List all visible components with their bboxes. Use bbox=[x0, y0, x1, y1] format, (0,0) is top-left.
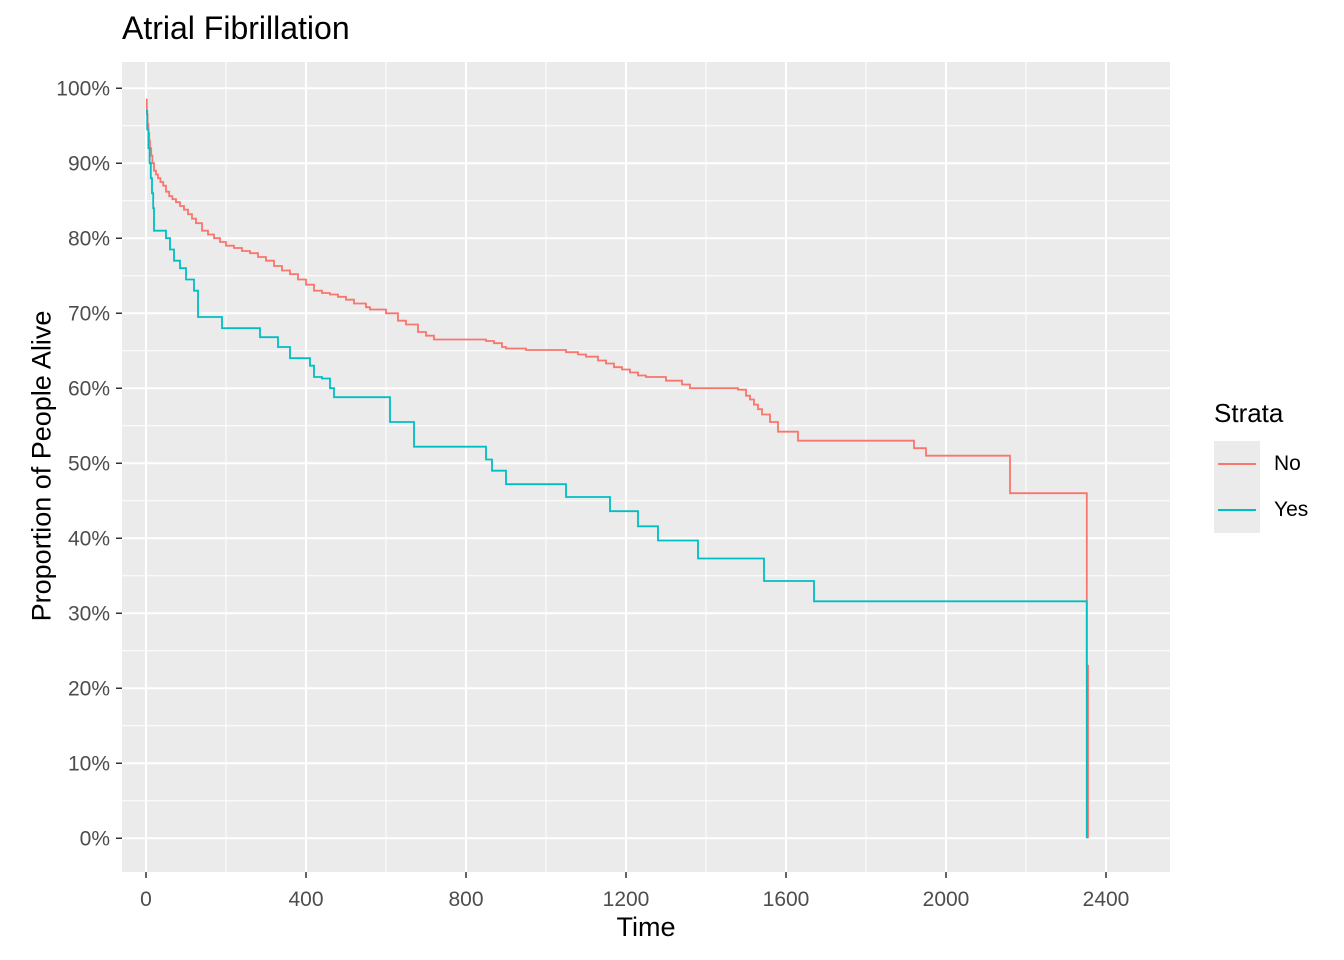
series-line-no bbox=[145, 98, 1089, 839]
legend-label-yes: Yes bbox=[1274, 498, 1309, 521]
legend-item-yes: Yes bbox=[1214, 487, 1308, 533]
y-axis-label: Proportion of People Alive bbox=[26, 310, 57, 622]
legend-title: Strata bbox=[1214, 398, 1284, 428]
x-tick-label: 2400 bbox=[1083, 888, 1130, 911]
y-tick-label: 50% bbox=[68, 452, 110, 475]
grid-minor bbox=[122, 62, 1170, 872]
legend: Strata No Yes bbox=[1214, 398, 1308, 533]
legend-key-yes bbox=[1214, 487, 1260, 533]
y-tick-label: 20% bbox=[68, 677, 110, 700]
x-tick-label: 0 bbox=[140, 888, 152, 911]
y-tick-label: 90% bbox=[68, 152, 110, 175]
grid-major bbox=[122, 62, 1170, 872]
legend-key-no bbox=[1214, 441, 1260, 487]
y-tick-label: 40% bbox=[68, 527, 110, 550]
series-layer bbox=[145, 98, 1089, 839]
legend-line-no bbox=[1218, 463, 1256, 465]
y-tick-label: 10% bbox=[68, 752, 110, 775]
x-axis-label: Time bbox=[616, 912, 676, 942]
axis-ticks: 0 400 800 1200 1600 2000 2400 0% 10% 20% 30% 40% 50%… bbox=[56, 77, 1129, 911]
x-tick-label: 1600 bbox=[763, 888, 810, 911]
chart-title: Atrial Fibrillation bbox=[122, 10, 350, 46]
legend-item-no: No bbox=[1214, 441, 1308, 487]
y-tick-label: 80% bbox=[68, 227, 110, 250]
plot-panel bbox=[122, 62, 1170, 872]
legend-label-no: No bbox=[1274, 452, 1301, 475]
y-tick-label: 30% bbox=[68, 602, 110, 625]
x-tick-label: 400 bbox=[288, 888, 323, 911]
y-tick-label: 70% bbox=[68, 302, 110, 325]
y-tick-label: 60% bbox=[68, 377, 110, 400]
x-tick-label: 1200 bbox=[603, 888, 650, 911]
legend-line-yes bbox=[1218, 509, 1256, 511]
y-tick-label: 0% bbox=[80, 827, 110, 850]
x-tick-label: 2000 bbox=[923, 888, 970, 911]
series-line-yes bbox=[146, 109, 1088, 839]
x-tick-label: 800 bbox=[448, 888, 483, 911]
y-tick-label: 100% bbox=[56, 77, 110, 100]
